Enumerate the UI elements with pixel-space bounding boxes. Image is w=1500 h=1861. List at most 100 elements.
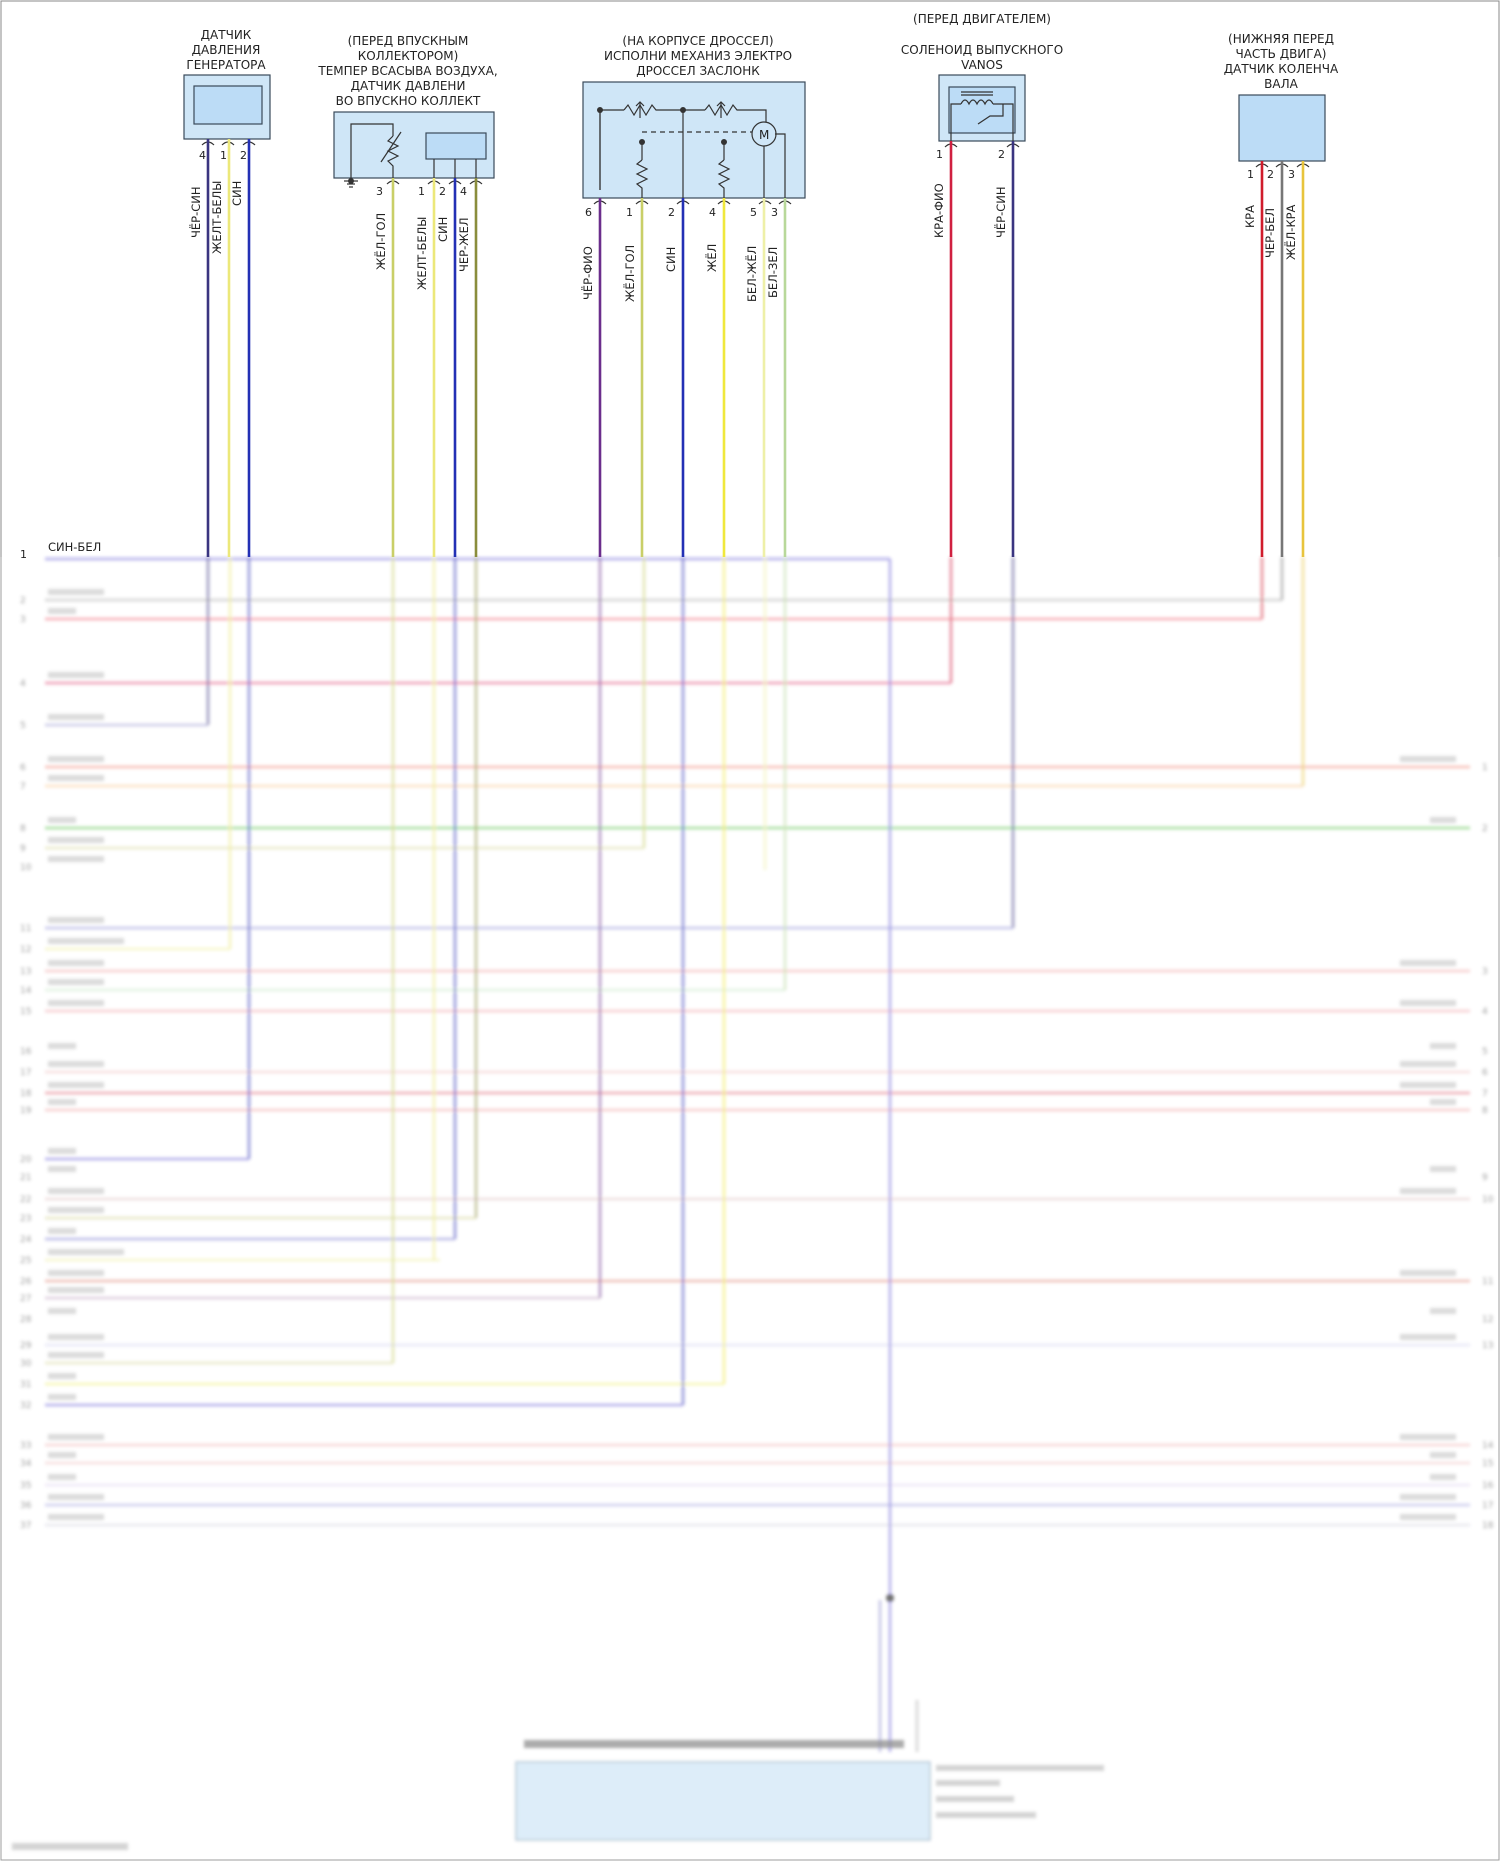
throttle-wire-label-2: СИН (664, 247, 678, 272)
gen-wire-label-4: ЧЁР-СИН (188, 186, 203, 238)
throttle-pin-3: 3 (771, 206, 778, 219)
svg-text:2: 2 (1482, 824, 1488, 834)
svg-text:13: 13 (20, 967, 31, 977)
svg-text:19: 19 (20, 1106, 32, 1116)
throttle-label-1: (НА КОРПУСЕ ДРОССЕЛ) (622, 34, 773, 48)
tmap-wire-label-1: ЖЕЛТ-БЕЛЫ (415, 217, 429, 290)
svg-text:3: 3 (20, 615, 26, 625)
svg-text:33: 33 (20, 1441, 31, 1451)
tmap-pin-3: 3 (376, 185, 383, 198)
gen-label-3: ГЕНЕРАТОРА (186, 58, 266, 72)
svg-text:12: 12 (20, 945, 31, 955)
svg-text:32: 32 (20, 1401, 31, 1411)
svg-text:16: 16 (1482, 1481, 1494, 1491)
svg-text:22: 22 (20, 1195, 31, 1205)
svg-text:9: 9 (20, 844, 26, 854)
throttle-pin-2: 2 (668, 206, 675, 219)
svg-text:25: 25 (20, 1256, 31, 1266)
throttle-pin-1: 1 (626, 206, 633, 219)
tmap-label-2: КОЛЛЕКТОРОМ) (358, 49, 459, 63)
vanos-label-2: СОЛЕНОИД ВЫПУСКНОГО (901, 43, 1063, 57)
gen-label-1: ДАТЧИК (201, 28, 252, 42)
vanos-wire-label-2: ЧЁР-СИН (993, 186, 1008, 238)
svg-text:9: 9 (1482, 1173, 1488, 1183)
throttle-internal-circuit (599, 101, 786, 198)
tmap-pin-4: 4 (460, 185, 467, 198)
svg-text:10: 10 (1482, 1195, 1494, 1205)
intake-temp-map-sensor: (ПЕРЕД ВПУСКНЫМ КОЛЛЕКТОРОМ) ТЕМПЕР ВСАС… (317, 34, 498, 557)
svg-text:16: 16 (20, 1047, 32, 1057)
svg-text:15: 15 (1482, 1459, 1493, 1469)
svg-text:24: 24 (20, 1235, 32, 1245)
blur-veil (0, 557, 1500, 1861)
svg-text:26: 26 (20, 1277, 32, 1287)
svg-text:15: 15 (20, 1007, 31, 1017)
gen-inner (193, 85, 263, 125)
svg-text:14: 14 (20, 986, 32, 996)
throttle-pin-6: 6 (585, 206, 592, 219)
vanos-wire-label-1: КРА-ФИО (932, 183, 946, 238)
thermistor-symbol (344, 123, 477, 188)
tmap-label-3: ТЕМПЕР ВСАСЫВА ВОЗДУХА, (317, 64, 497, 78)
vanos-exhaust-solenoid: (ПЕРЕД ДВИГАТЕЛЕМ) СОЛЕНОИД ВЫПУСКНОГО V… (901, 12, 1063, 557)
svg-text:31: 31 (20, 1380, 31, 1390)
crank-pin-3: 3 (1288, 168, 1295, 181)
vanos-label-1: (ПЕРЕД ДВИГАТЕЛЕМ) (913, 12, 1051, 26)
tmap-label-4: ДАТЧИК ДАВЛЕНИ (351, 79, 466, 93)
crank-wire-label-2: ЧЕР-БЕЛ (1263, 208, 1277, 258)
svg-text:8: 8 (20, 824, 26, 834)
gen-pin-2: 2 (240, 149, 247, 162)
gen-pin-1: 1 (220, 149, 227, 162)
throttle-wire-label-6: ЧЁР-ФИО (580, 246, 595, 300)
throttle-label-2: ИСПОЛНИ МЕХАНИЗ ЭЛЕКТРО (604, 49, 792, 63)
svg-text:8: 8 (1482, 1106, 1488, 1116)
throttle-box (582, 81, 806, 199)
crank-box (1238, 94, 1326, 162)
svg-text:23: 23 (20, 1214, 31, 1224)
crank-pin-1: 1 (1247, 168, 1254, 181)
svg-text:28: 28 (20, 1315, 32, 1325)
vanos-pin-2: 2 (998, 148, 1005, 161)
svg-text:27: 27 (20, 1294, 31, 1304)
crank-label-1: (НИЖНЯЯ ПЕРЕД (1228, 32, 1334, 46)
throttle-pin-5: 5 (750, 206, 757, 219)
crank-label-2: ЧАСТЬ ДВИГА) (1236, 47, 1327, 61)
svg-text:36: 36 (20, 1501, 32, 1511)
svg-text:37: 37 (20, 1521, 31, 1531)
svg-text:11: 11 (1482, 1277, 1493, 1287)
svg-text:2: 2 (20, 596, 26, 606)
svg-text:30: 30 (20, 1359, 32, 1369)
svg-text:17: 17 (20, 1068, 31, 1078)
svg-text:6: 6 (1482, 1068, 1488, 1078)
svg-text:21: 21 (20, 1173, 31, 1183)
vanos-label-3: VANOS (961, 58, 1003, 72)
tmap-wire-label-3: ЖЁЛ-ГОЛ (373, 213, 388, 270)
svg-text:5: 5 (20, 721, 26, 731)
svg-text:13: 13 (1482, 1341, 1493, 1351)
svg-text:20: 20 (20, 1155, 32, 1165)
svg-text:18: 18 (1482, 1521, 1494, 1531)
crank-label-3: ДАТЧИК КОЛЕНЧА (1224, 62, 1339, 76)
svg-text:7: 7 (1482, 1089, 1488, 1099)
svg-text:4: 4 (1482, 1007, 1488, 1017)
throttle-wire-label-3: БЕЛ-ЗЕЛ (766, 247, 780, 298)
svg-text:1: 1 (1482, 763, 1488, 773)
tmap-label-1: (ПЕРЕД ВПУСКНЫМ (348, 34, 469, 48)
electronic-throttle-actuator: (НА КОРПУСЕ ДРОССЕЛ) ИСПОЛНИ МЕХАНИЗ ЭЛЕ… (580, 34, 806, 557)
vanos-pin-1: 1 (936, 148, 943, 161)
throttle-label-3: ДРОССЕЛ ЗАСЛОНК (636, 64, 760, 78)
svg-text:10: 10 (20, 863, 32, 873)
harness-first-wire-label: СИН-БЕЛ (48, 540, 101, 554)
throttle-motor-icon: M (759, 128, 769, 142)
svg-text:12: 12 (1482, 1315, 1493, 1325)
tmap-pin-2: 2 (439, 185, 446, 198)
throttle-wire-label-4: ЖЁЛ (704, 244, 719, 272)
svg-text:35: 35 (20, 1481, 31, 1491)
crankshaft-sensor: (НИЖНЯЯ ПЕРЕД ЧАСТЬ ДВИГА) ДАТЧИК КОЛЕНЧ… (1224, 32, 1339, 557)
throttle-pin-4: 4 (709, 206, 716, 219)
throttle-wire-label-1: ЖЁЛ-ГОЛ (622, 245, 637, 302)
svg-text:34: 34 (20, 1459, 32, 1469)
